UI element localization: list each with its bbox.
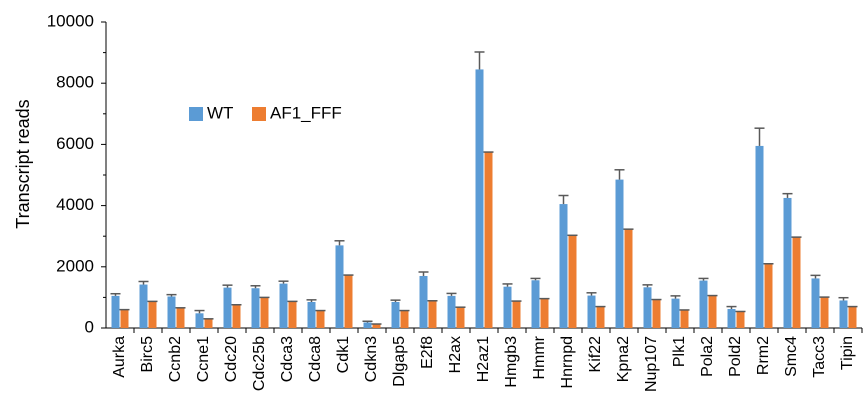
bar-wt-cdk1 [335, 245, 344, 328]
tick-labels-group: 0 2000 4000 6000 8000 10000 [47, 11, 94, 336]
bar-wt-aurka [111, 295, 120, 328]
bar-af1-fff-rrm2 [764, 263, 773, 328]
bar-wt-hnrnpd [559, 204, 568, 328]
bar-wt-tipin [839, 300, 848, 328]
bar-af1-fff-ccnb2 [176, 307, 185, 328]
bar-af1-fff-cdk1 [344, 275, 353, 328]
category-label: Dlgap5 [391, 336, 408, 387]
y-tick-label: 10000 [47, 11, 94, 30]
bar-af1-fff-cdc20 [232, 304, 241, 328]
legend-swatch [252, 107, 266, 121]
bar-wt-cdca8 [307, 301, 316, 328]
bars-group [111, 69, 857, 329]
bar-wt-plk1 [671, 298, 680, 328]
y-tick-label: 6000 [56, 134, 94, 153]
bar-af1-fff-pola2 [708, 295, 717, 328]
legend-label: AF1_FFF [270, 103, 342, 122]
bar-af1-fff-cdkn3 [372, 324, 381, 328]
bar-af1-fff-tipin [848, 306, 857, 328]
category-label: Birc5 [139, 336, 156, 373]
bar-wt-cdc25b [251, 288, 260, 328]
category-label: Nup107 [643, 336, 660, 392]
bar-wt-tacc3 [811, 278, 820, 328]
bar-wt-h2az1 [475, 69, 484, 329]
axes [101, 21, 863, 333]
bar-af1-fff-plk1 [680, 309, 689, 328]
category-label: Tipin [839, 336, 856, 370]
bar-wt-cdkn3 [363, 322, 372, 328]
category-label: Cdkn3 [363, 336, 380, 382]
bar-wt-hmmr [531, 280, 540, 328]
bar-wt-h2ax [447, 295, 456, 328]
legend: WT AF1_FFF [189, 103, 342, 122]
category-label: Smc4 [783, 336, 800, 377]
bar-af1-fff-cdca3 [288, 301, 297, 328]
category-label: Cdk1 [335, 336, 352, 373]
bar-wt-birc5 [139, 284, 148, 328]
bar-wt-pold2 [727, 309, 736, 328]
error-bars-group [110, 51, 858, 325]
category-labels-group: Aurka Birc5 Ccnb2 Ccne1 Cdc20 Cdc25b Cdca3 Cdca… [111, 335, 856, 392]
category-label: Tacc3 [811, 336, 828, 378]
category-label: H2az1 [475, 336, 492, 382]
bar-af1-fff-hnrnpd [568, 235, 577, 328]
bar-wt-kpna2 [615, 179, 624, 328]
bar-wt-cdca3 [279, 283, 288, 328]
category-label: Cdc20 [223, 336, 240, 382]
y-tick-label: 4000 [56, 195, 94, 214]
bar-wt-kif22 [587, 295, 596, 328]
y-tick-label: 8000 [56, 73, 94, 92]
bar-af1-fff-cdc25b [260, 297, 269, 328]
category-label: Cdca8 [307, 336, 324, 382]
bar-af1-fff-ccne1 [204, 318, 213, 328]
category-label: Cdca3 [279, 336, 296, 382]
category-label: Rrm2 [755, 336, 772, 375]
category-label: Aurka [111, 336, 128, 378]
bar-wt-hmgb3 [503, 286, 512, 328]
bar-af1-fff-cdca8 [316, 310, 325, 328]
bar-af1-fff-kif22 [596, 306, 605, 328]
bar-wt-nup107 [643, 287, 652, 328]
bar-wt-pola2 [699, 280, 708, 328]
bar-wt-ccnb2 [167, 296, 176, 328]
bar-wt-dlgap5 [391, 301, 400, 328]
category-label: Ccne1 [195, 336, 212, 382]
bar-af1-fff-kpna2 [624, 229, 633, 328]
category-label: Pold2 [727, 336, 744, 377]
bar-af1-fff-e2f8 [428, 300, 437, 328]
legend-label: WT [207, 103, 233, 122]
bar-wt-cdc20 [223, 287, 232, 328]
bar-af1-fff-dlgap5 [400, 310, 409, 328]
category-label: Cdc25b [251, 336, 268, 391]
bar-af1-fff-hmgb3 [512, 301, 521, 328]
category-label: Kpna2 [615, 336, 632, 382]
y-tick-label: 0 [85, 317, 94, 336]
bar-af1-fff-nup107 [652, 299, 661, 328]
category-label: Hnrnpd [559, 336, 576, 388]
bar-af1-fff-tacc3 [820, 297, 829, 328]
bar-af1-fff-aurka [120, 309, 129, 328]
bar-af1-fff-h2az1 [484, 152, 493, 328]
bar-af1-fff-hmmr [540, 298, 549, 328]
category-label: Hmmr [531, 335, 548, 379]
bar-af1-fff-h2ax [456, 307, 465, 328]
y-tick-label: 2000 [56, 256, 94, 275]
bar-wt-smc4 [783, 197, 792, 328]
y-axis-label: Transcript reads [13, 99, 33, 228]
category-label: Hmgb3 [503, 336, 520, 388]
category-label: E2f8 [419, 336, 436, 369]
bar-af1-fff-birc5 [148, 301, 157, 328]
category-label: Plk1 [671, 336, 688, 367]
bar-af1-fff-pold2 [736, 311, 745, 328]
bar-wt-ccne1 [195, 313, 204, 328]
category-label: Pola2 [699, 336, 716, 377]
category-label: H2ax [447, 336, 464, 373]
bar-wt-rrm2 [755, 145, 764, 328]
bar-af1-fff-smc4 [792, 237, 801, 328]
bar-wt-e2f8 [419, 275, 428, 328]
legend-swatch [189, 107, 203, 121]
category-label: Ccnb2 [167, 336, 184, 382]
category-label: Kif22 [587, 336, 604, 373]
